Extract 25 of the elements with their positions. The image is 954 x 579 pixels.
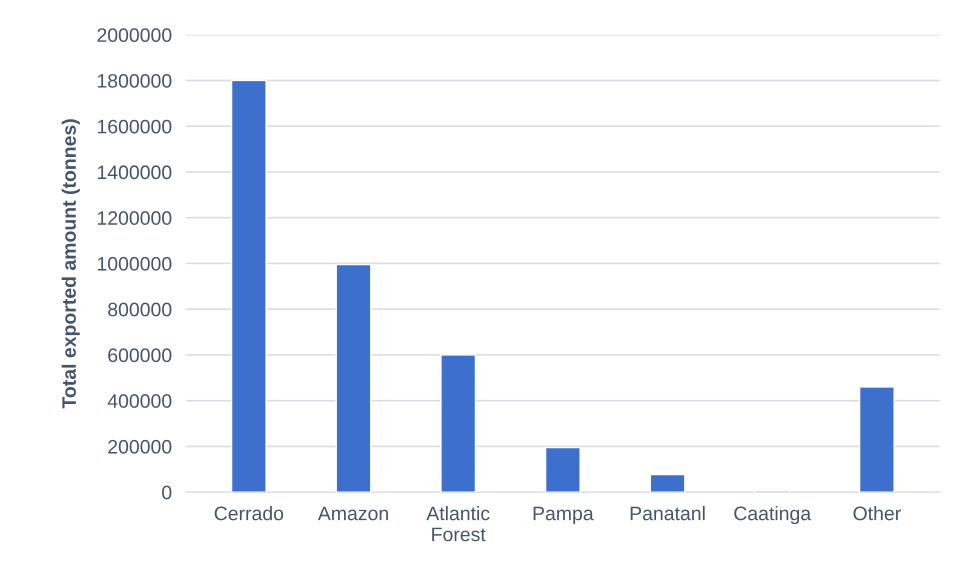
y-axis-title: Total exported amount (tonnes) [62,119,80,408]
x-tick-label: Amazon [318,506,388,520]
bar [336,264,372,492]
y-tick-label: 600000 [108,348,172,362]
y-tick-label: 1400000 [98,165,172,180]
y-tick-label: 0 [162,486,172,500]
x-tick-label: Caatinga [734,506,812,524]
y-tick-label: 800000 [108,302,172,316]
y-tick-label: 2000000 [97,28,172,42]
x-tick-label: Other [853,506,901,520]
bar [544,446,581,492]
y-tick-label: 1800000 [98,74,172,88]
bar [230,80,267,492]
x-tick-label: Cerrado [214,506,284,520]
bar [440,354,476,492]
x-tick-label: Pampa [534,506,594,524]
y-tick-label: 200000 [108,440,172,454]
y-tick-label: 400000 [108,394,172,408]
x-tick-label: Panatanl [630,506,705,520]
bar [858,386,895,492]
y-tick-label: 1200000 [98,211,172,225]
y-tick-label: 1000000 [98,256,172,271]
y-tick-label: 1600000 [98,120,172,134]
bar [650,474,686,492]
x-tick-label: Atlantic Forest [426,506,490,542]
